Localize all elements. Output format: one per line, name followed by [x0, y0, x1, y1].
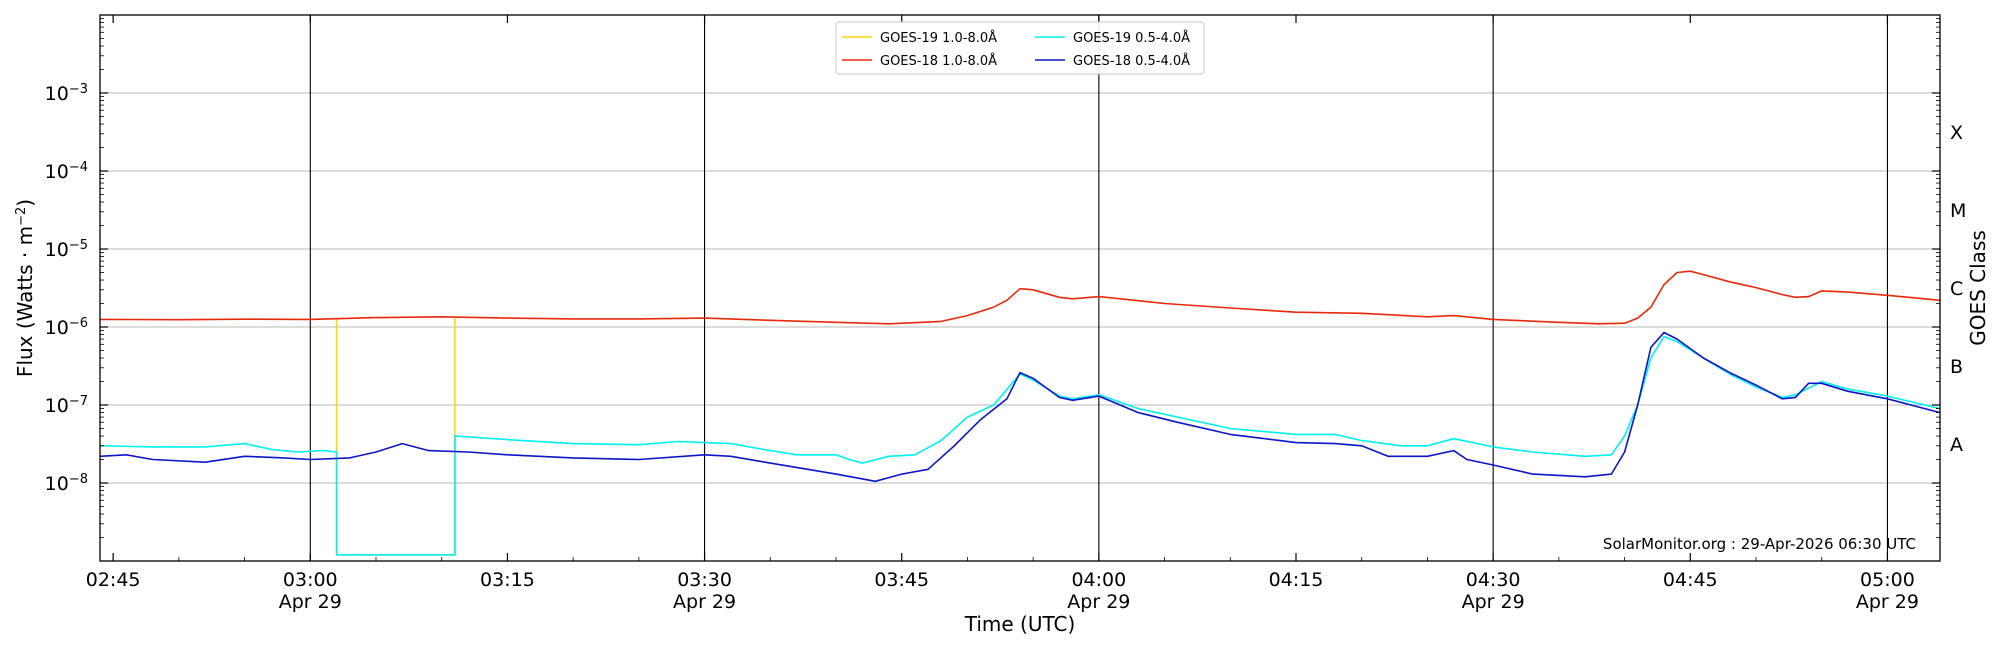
legend-label: GOES-19 1.0-8.0Å [880, 30, 997, 46]
y-tick-label: 10−7 [45, 394, 88, 418]
plot-frame [99, 14, 1941, 562]
goes-class-title: GOES Class [1966, 230, 1990, 346]
goes-class-label: B [1950, 356, 1963, 378]
legend-label: GOES-18 0.5-4.0Å [1073, 53, 1190, 69]
x-tick-label: 04:45 [1663, 569, 1718, 591]
y-axis: 10−8 10−7 10−6 10−5 10−4 10−3 [45, 18, 1940, 538]
y-axis-title: Flux (Watts · m−2) [13, 199, 37, 377]
x-tick-label: 03:15 [480, 569, 535, 591]
y-tick-label: 10−4 [45, 160, 88, 184]
x-tick-date-label: Apr 29 [279, 591, 342, 613]
x-tick-label: 04:30 [1466, 569, 1521, 591]
legend-frame [835, 21, 1205, 75]
y-tick-label: 10−3 [45, 82, 88, 106]
series-line [99, 331, 1941, 483]
x-tick-date-label: Apr 29 [1067, 591, 1130, 613]
goes-class-label: C [1950, 278, 1963, 300]
x-tick-label: 04:15 [1269, 569, 1324, 591]
series-line [99, 335, 1941, 556]
x-tick-label: 03:30 [677, 569, 732, 591]
horizontal-grid [100, 92, 1940, 484]
x-tick-date-label: Apr 29 [673, 591, 736, 613]
y-tick-label: 10−5 [45, 238, 88, 262]
series-line [99, 270, 1941, 325]
x-tick-label: 05:00 [1860, 569, 1915, 591]
legend-label: GOES-18 1.0-8.0Å [880, 53, 997, 69]
series-lines [99, 270, 1941, 556]
y-tick-label: 10−6 [45, 316, 88, 340]
legend-label: GOES-19 0.5-4.0Å [1073, 30, 1190, 46]
goes-class-label: X [1950, 122, 1963, 144]
goes-class-label: M [1950, 200, 1966, 222]
x-tick-label: 03:00 [283, 569, 338, 591]
x-axis-title: Time (UTC) [964, 612, 1076, 636]
x-tick-label: 04:00 [1071, 569, 1126, 591]
y-tick-label: 10−8 [45, 472, 88, 496]
day-time-markers [309, 15, 1888, 561]
x-tick-date-label: Apr 29 [1856, 591, 1919, 613]
x-tick-label: 02:45 [86, 569, 141, 591]
x-tick-label: 03:45 [874, 569, 929, 591]
goes-class-label: A [1950, 434, 1963, 456]
legend: GOES-19 1.0-8.0Å GOES-18 1.0-8.0Å GOES-1… [835, 21, 1205, 75]
credit-text: SolarMonitor.org : 29-Apr-2026 06:30 UTC [1603, 535, 1916, 553]
x-tick-date-label: Apr 29 [1462, 591, 1525, 613]
goes-class-axis: A B C M X [1950, 122, 1966, 456]
